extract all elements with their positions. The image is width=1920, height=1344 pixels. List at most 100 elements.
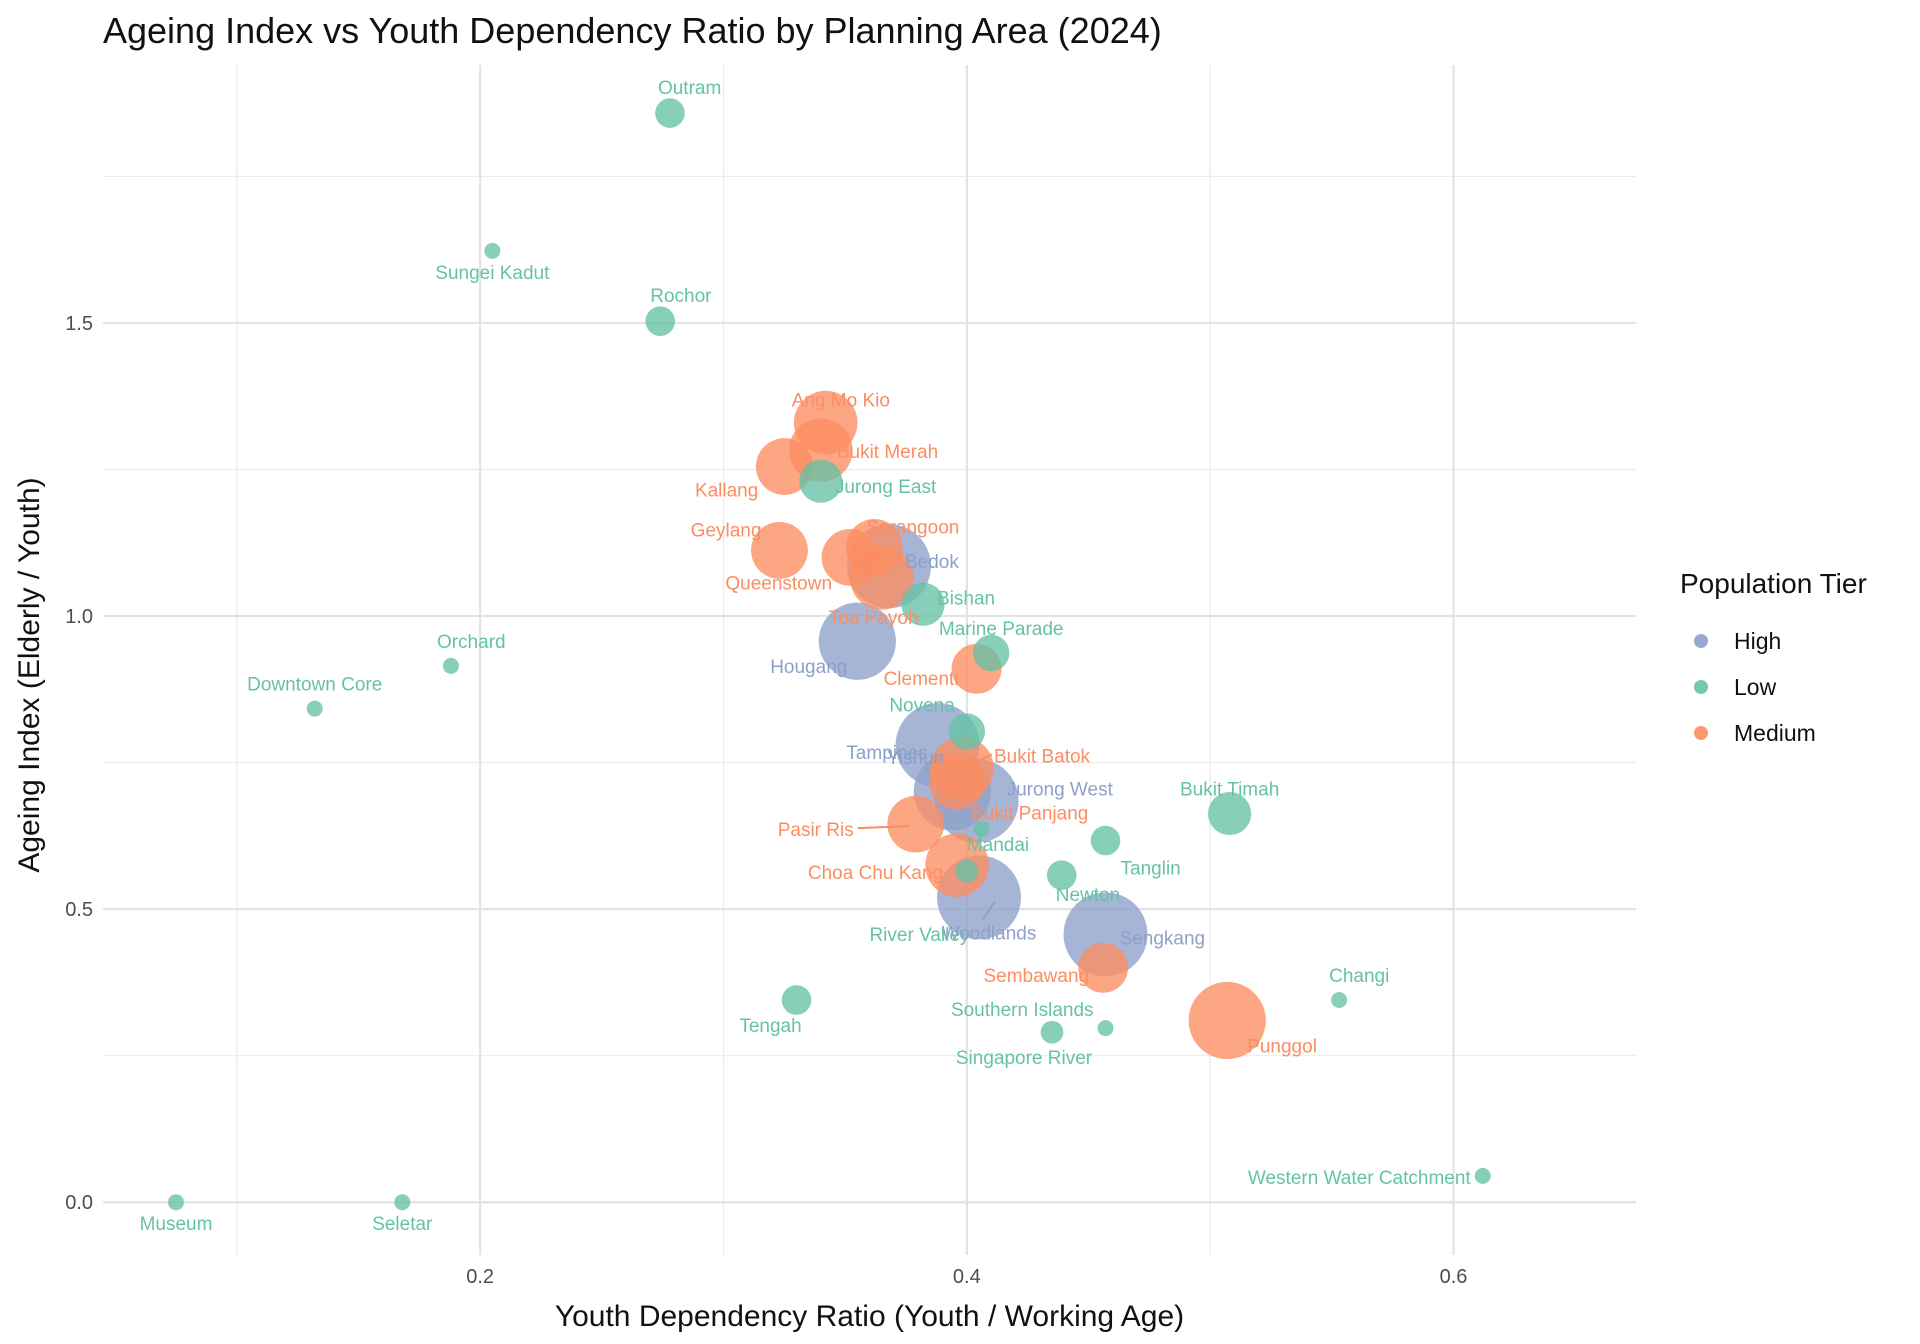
data-points: [168, 98, 1491, 1211]
label-hougang: Hougang: [770, 657, 847, 678]
x-axis-title: Youth Dependency Ratio (Youth / Working …: [554, 1300, 1185, 1333]
label-kallang: Kallang: [695, 481, 758, 502]
legend: Population Tier High Low Medium: [1680, 568, 1867, 756]
point-river-valley: [973, 820, 990, 837]
point-bishan: [901, 582, 945, 626]
point-sembawang: [1078, 942, 1129, 993]
point-orchard: [442, 657, 459, 674]
point-seletar: [394, 1194, 411, 1211]
label-rochor: Rochor: [650, 286, 712, 307]
label-changi: Changi: [1329, 966, 1389, 987]
point-western-water-catchment: [1474, 1167, 1491, 1184]
label-sengkang: Sengkang: [1120, 928, 1206, 949]
legend-key-high: [1694, 634, 1708, 648]
label-woodlands: Woodlands: [942, 923, 1037, 944]
label-bukit-panjang: Bukit Panjang: [971, 803, 1088, 824]
label-seletar: Seletar: [372, 1214, 433, 1235]
y-tick-label: 1.0: [65, 606, 93, 628]
leader-line: [961, 753, 993, 770]
label-sembawang: Sembawang: [983, 966, 1089, 987]
label-tampines: Tampines: [846, 743, 927, 764]
label-bedok: Bedok: [905, 552, 959, 573]
label-bukit-timah: Bukit Timah: [1180, 780, 1279, 801]
point-downtown-core: [306, 700, 323, 717]
grid-lines: [103, 65, 1636, 1255]
legend-label-low: Low: [1734, 673, 1777, 700]
label-bukit-merah: Bukit Merah: [837, 442, 938, 463]
legend-label-high: High: [1734, 627, 1782, 654]
label-serangoon: Serangoon: [866, 517, 959, 538]
point-labels: Outram Sungei Kadut Rochor Orchard Downtown …: [140, 78, 1472, 1235]
point-outram: [655, 98, 685, 128]
legend-key-low: [1694, 680, 1708, 694]
legend-title: Population Tier: [1680, 568, 1867, 599]
label-geylang: Geylang: [691, 520, 762, 541]
point-singapore-river: [1040, 1020, 1064, 1044]
point-tanglin: [1090, 825, 1121, 856]
label-bishan: Bishan: [937, 588, 995, 609]
label-jurong-east: Jurong East: [835, 477, 937, 498]
x-tick-label: 0.2: [466, 1266, 494, 1288]
label-southern-islands: Southern Islands: [951, 1000, 1094, 1021]
x-tick-label: 0.6: [1440, 1266, 1468, 1288]
point-newton: [1046, 860, 1077, 890]
label-marine-parade: Marine Parade: [939, 619, 1064, 640]
x-tick-label: 0.4: [953, 1266, 981, 1288]
label-sungei-kadut: Sungei Kadut: [435, 263, 550, 284]
point-mandai: [955, 859, 979, 883]
label-river-valley: River Valley: [869, 925, 969, 946]
point-museum: [168, 1194, 184, 1211]
point-sungei-kadut: [484, 242, 501, 259]
label-mandai: Mandai: [967, 835, 1029, 856]
point-novena: [948, 713, 986, 750]
y-tick-label: 0.5: [65, 899, 93, 921]
chart-title: Ageing Index vs Youth Dependency Ratio b…: [103, 10, 1162, 51]
label-yishun: Yishun: [887, 748, 944, 769]
legend-item-medium: Medium: [1680, 710, 1867, 756]
point-geylang: [751, 521, 808, 579]
point-hougang: [818, 602, 896, 680]
y-tick-label: 0.0: [65, 1192, 93, 1214]
label-choa-chu-kang: Choa Chu Kang: [808, 863, 943, 884]
label-clementi: Clementi: [884, 669, 959, 690]
label-orchard: Orchard: [437, 632, 506, 653]
label-downtown-core: Downtown Core: [247, 675, 382, 696]
point-jurong-east: [799, 459, 843, 503]
tick-labels: 0.2 0.4 0.6 0.0 0.5 1.0 1.5: [65, 313, 1467, 1288]
label-western-water-catchment: Western Water Catchment: [1248, 1168, 1472, 1189]
point-tengah: [781, 985, 812, 1015]
y-tick-label: 1.5: [65, 313, 93, 335]
leader-line: [982, 900, 996, 920]
legend-item-low: Low: [1680, 664, 1867, 710]
label-novena: Novena: [889, 696, 955, 717]
point-rochor: [645, 306, 676, 336]
point-southern-islands: [1097, 1020, 1114, 1037]
point-marine-parade: [972, 634, 1010, 672]
point-kallang: [755, 438, 813, 495]
legend-item-high: High: [1680, 618, 1867, 664]
point-bukit-timah: [1208, 791, 1252, 836]
point-changi: [1331, 992, 1348, 1008]
point-pasir-ris: [887, 795, 945, 853]
point-bukit-panjang: [928, 752, 986, 810]
y-axis-title: Ageing Index (Elderly / Youth): [13, 477, 46, 873]
label-tengah: Tengah: [739, 1016, 801, 1037]
point-punggol: [1188, 981, 1266, 1060]
label-queenstown: Queenstown: [725, 573, 832, 594]
label-toa-payoh: Toa Payoh: [829, 608, 919, 629]
legend-key-medium: [1694, 726, 1708, 740]
label-ang-mo-kio: Ang Mo Kio: [792, 391, 890, 412]
label-outram: Outram: [658, 78, 721, 99]
label-newton: Newton: [1056, 885, 1120, 906]
leader-line: [857, 825, 910, 830]
point-queenstown: [821, 529, 879, 586]
label-jurong-west: Jurong West: [1007, 780, 1114, 801]
label-tanglin: Tanglin: [1121, 859, 1181, 880]
label-museum: Museum: [140, 1214, 213, 1235]
label-bukit-batok: Bukit Batok: [994, 746, 1091, 767]
label-pasir-ris: Pasir Ris: [778, 820, 854, 841]
label-singapore-river: Singapore River: [956, 1048, 1093, 1069]
legend-label-medium: Medium: [1734, 719, 1816, 746]
label-punggol: Punggol: [1247, 1037, 1317, 1058]
